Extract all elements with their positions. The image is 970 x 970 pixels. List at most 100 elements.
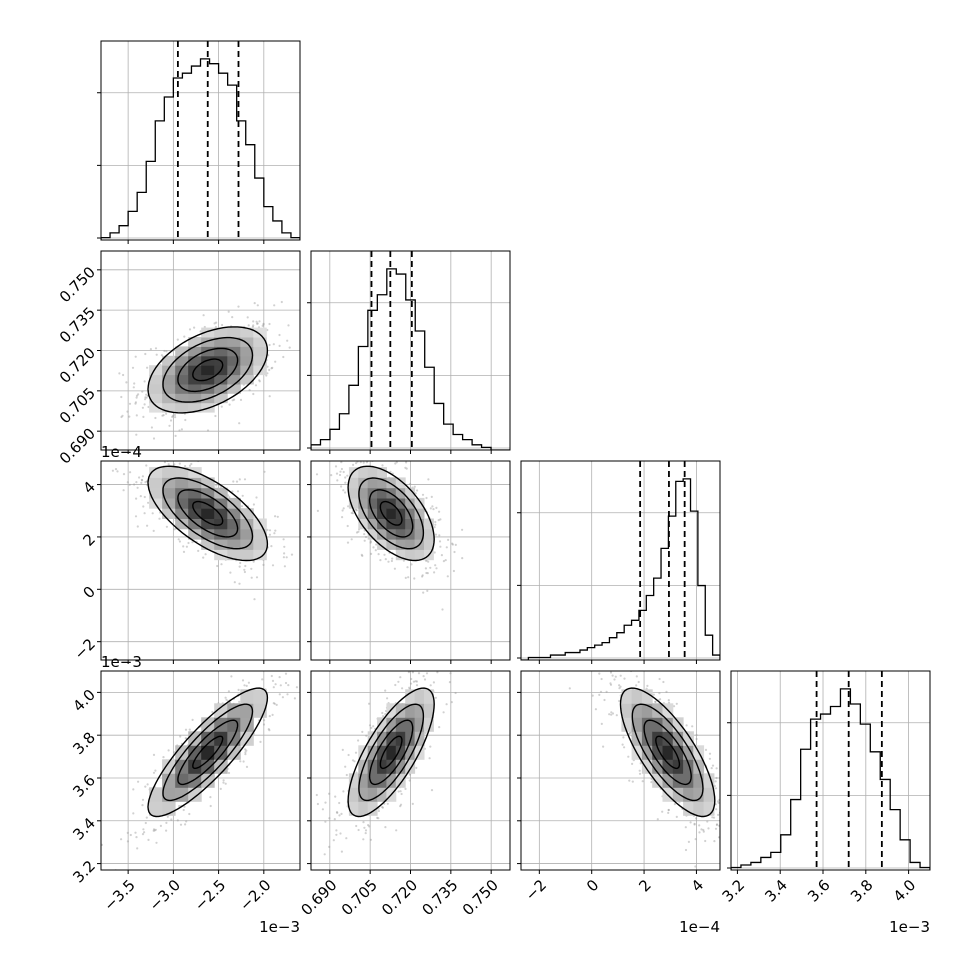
sample-point <box>142 415 145 418</box>
sample-point <box>182 550 186 554</box>
sample-point <box>695 817 698 820</box>
sample-point <box>372 546 375 549</box>
sample-point <box>432 681 435 684</box>
density-bin <box>395 745 406 760</box>
sample-point <box>158 517 161 520</box>
sample-point <box>136 847 139 850</box>
sample-point <box>239 760 242 763</box>
density-bin <box>175 487 189 499</box>
sample-point <box>136 525 139 528</box>
sample-point <box>274 683 277 686</box>
density-bin <box>672 745 684 760</box>
sample-point <box>141 479 144 482</box>
sample-point <box>183 805 186 808</box>
sample-point <box>374 549 377 552</box>
sample-point <box>252 324 255 327</box>
sample-point <box>706 820 709 823</box>
sample-point <box>447 538 450 542</box>
sample-point <box>154 347 158 350</box>
density-bin <box>683 801 694 816</box>
sample-point <box>160 354 163 357</box>
sample-point <box>328 817 331 820</box>
sample-point <box>143 512 146 515</box>
density-bin <box>386 508 397 519</box>
sample-point <box>442 711 445 714</box>
sample-point <box>698 831 701 834</box>
contour-line <box>379 500 403 526</box>
sample-point <box>614 675 617 678</box>
sample-point <box>154 416 157 420</box>
sample-point <box>222 779 225 782</box>
sample-point <box>239 561 242 565</box>
sample-point <box>411 671 414 674</box>
density-bin <box>348 773 359 788</box>
sample-point <box>446 575 449 578</box>
sample-point <box>209 804 212 808</box>
sample-point <box>717 813 720 817</box>
density-bin <box>253 346 267 357</box>
density-bin <box>214 383 228 394</box>
sample-point <box>162 414 165 417</box>
density-bin <box>358 787 369 802</box>
sample-point <box>594 708 598 711</box>
sample-point <box>146 524 149 527</box>
density-bin <box>631 703 643 718</box>
y-tick-label: 3.2 <box>69 857 99 887</box>
density-bin <box>240 327 254 338</box>
sample-point <box>283 667 285 669</box>
density-bin <box>240 508 254 519</box>
sample-point <box>707 827 710 830</box>
sample-point <box>399 805 402 808</box>
sample-point <box>237 688 240 692</box>
sample-point <box>367 445 369 447</box>
sample-point <box>716 800 720 803</box>
sample-point <box>286 693 289 696</box>
density-bin <box>621 689 633 704</box>
density-bin <box>214 508 228 519</box>
sample-point <box>243 568 246 571</box>
density-bin <box>162 374 176 385</box>
sample-point <box>608 713 611 716</box>
sample-point <box>621 743 624 746</box>
sample-point <box>422 675 425 678</box>
sample-point <box>206 429 210 432</box>
density-bin <box>405 689 416 704</box>
density-bin <box>367 477 378 489</box>
sample-point <box>263 719 266 722</box>
sample-point <box>421 493 425 496</box>
sample-point <box>645 687 648 690</box>
sample-point <box>138 476 141 479</box>
sample-point <box>399 668 401 670</box>
sample-point <box>423 678 427 681</box>
density-bin <box>703 773 715 788</box>
density-bin <box>386 539 397 550</box>
sample-point <box>222 781 225 784</box>
sample-point <box>363 826 366 829</box>
density-bin <box>162 402 176 413</box>
density-bin <box>395 731 406 746</box>
sample-point <box>417 672 421 675</box>
sample-point <box>447 667 449 669</box>
density-bin <box>395 487 406 499</box>
sample-point <box>408 686 411 689</box>
sample-point <box>159 824 162 828</box>
sample-point <box>425 496 428 500</box>
contour-line <box>192 735 224 770</box>
sample-point <box>211 710 214 714</box>
sample-point <box>245 765 249 769</box>
sample-point <box>252 320 255 323</box>
sample-point <box>290 553 294 556</box>
sample-point <box>661 810 664 813</box>
density-bin <box>405 549 416 561</box>
sample-point <box>607 663 609 665</box>
sample-point <box>213 322 216 325</box>
sample-point <box>711 764 715 767</box>
sample-point <box>114 468 118 471</box>
sample-point <box>659 698 662 701</box>
density-bin <box>367 528 378 540</box>
density-bin <box>253 689 267 704</box>
density-bin <box>662 759 674 774</box>
sample-point <box>355 509 358 512</box>
sample-point <box>450 701 453 704</box>
y-tick-label: 3.8 <box>69 728 99 758</box>
